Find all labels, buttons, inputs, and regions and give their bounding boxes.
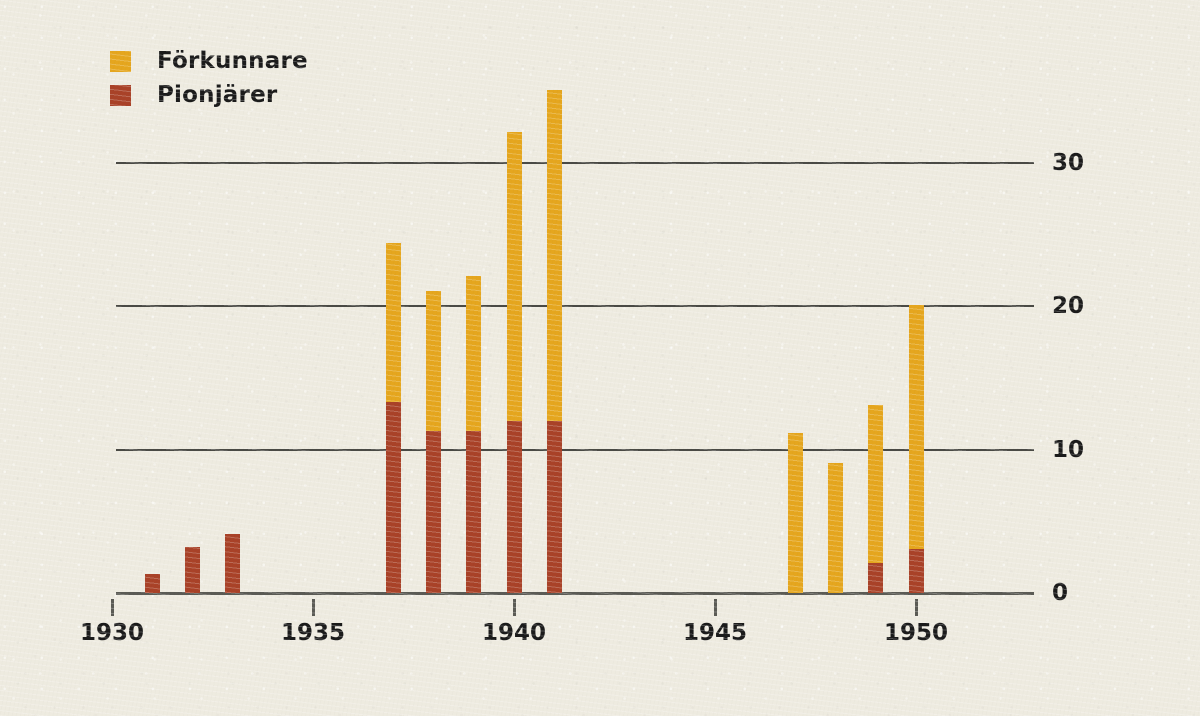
- x-tick-label-1940: 1940: [481, 620, 547, 646]
- bar-segment-pionjrer-1949: [868, 562, 884, 593]
- bar-1950[interactable]: [908, 304, 924, 593]
- x-tick-1935: [312, 599, 315, 616]
- gridline-30: [116, 162, 1034, 165]
- bar-segment-pionjrer-1932: [184, 547, 200, 593]
- bar-segment-frkunnare-1950: [908, 304, 924, 549]
- bar-segment-pionjrer-1939: [466, 431, 482, 593]
- bar-segment-frkunnare-1939: [466, 276, 482, 432]
- bar-segment-pionjrer-1931: [144, 574, 160, 593]
- legend-swatch-forkunnare: [110, 50, 131, 72]
- chart-legend: Förkunnare Pionjärer: [110, 44, 308, 112]
- bar-1933[interactable]: [225, 534, 241, 593]
- legend-item-forkunnare: Förkunnare: [110, 44, 308, 78]
- bar-1948[interactable]: [828, 462, 844, 593]
- x-tick-label-1930: 1930: [79, 620, 145, 646]
- bar-1932[interactable]: [184, 547, 200, 593]
- bar-segment-frkunnare-1941: [546, 90, 562, 422]
- x-tick-1940: [513, 599, 516, 616]
- bar-segment-frkunnare-1937: [385, 243, 401, 403]
- bar-segment-pionjrer-1940: [506, 421, 522, 593]
- y-tick-label-30: 30: [1052, 150, 1085, 177]
- legend-label-forkunnare: Förkunnare: [157, 48, 308, 74]
- bar-segment-pionjrer-1950: [908, 548, 924, 593]
- bar-1939[interactable]: [466, 276, 482, 593]
- x-axis-line: [116, 592, 1034, 595]
- x-tick-label-1950: 1950: [883, 620, 949, 646]
- bar-segment-pionjrer-1937: [385, 402, 401, 593]
- bar-segment-pionjrer-1933: [225, 534, 241, 593]
- y-tick-label-0: 0: [1052, 580, 1069, 606]
- gridline-10: [116, 448, 1034, 451]
- x-tick-label-1935: 1935: [280, 620, 346, 646]
- bar-1931[interactable]: [144, 574, 160, 593]
- bar-segment-frkunnare-1940: [506, 131, 522, 422]
- gridline-20: [116, 305, 1034, 308]
- x-tick-1930: [111, 599, 114, 616]
- bar-segment-pionjrer-1938: [426, 431, 442, 593]
- bar-1938[interactable]: [426, 290, 442, 593]
- bar-segment-pionjrer-1941: [546, 421, 562, 593]
- bar-segment-frkunnare-1938: [426, 290, 442, 432]
- bar-1949[interactable]: [868, 405, 884, 593]
- y-tick-label-20: 20: [1052, 293, 1085, 320]
- bar-segment-frkunnare-1949: [868, 405, 884, 563]
- x-tick-label-1945: 1945: [682, 620, 748, 646]
- legend-label-pionjarer: Pionjärer: [157, 82, 278, 108]
- legend-item-pionjarer: Pionjärer: [110, 78, 308, 112]
- bar-1947[interactable]: [787, 432, 803, 593]
- x-tick-1945: [714, 599, 717, 616]
- y-tick-label-10: 10: [1052, 436, 1085, 463]
- bar-segment-frkunnare-1948: [828, 462, 844, 593]
- x-tick-1950: [915, 599, 918, 616]
- bar-1940[interactable]: [506, 131, 522, 593]
- bar-1937[interactable]: [385, 243, 401, 593]
- bar-1941[interactable]: [546, 90, 562, 593]
- legend-swatch-pionjarer: [110, 84, 131, 106]
- bar-segment-frkunnare-1947: [787, 432, 803, 593]
